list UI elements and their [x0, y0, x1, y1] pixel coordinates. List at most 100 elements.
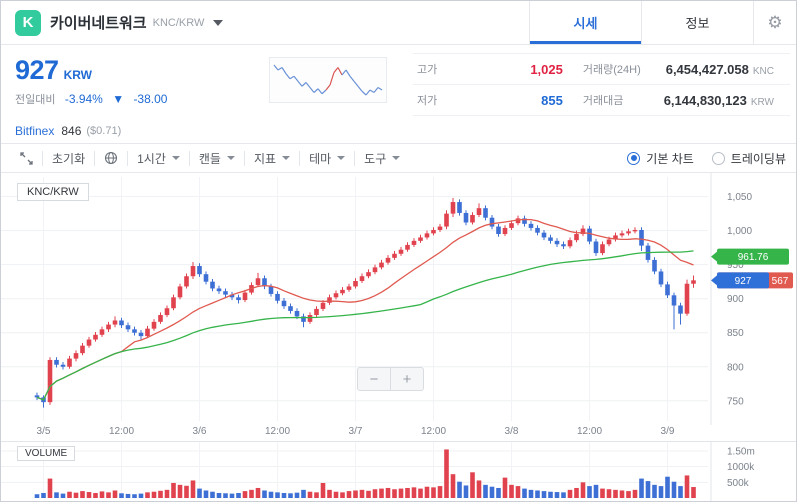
change-percent: -3.94%: [64, 92, 103, 106]
change-amount: -38.00: [133, 92, 168, 106]
reference-price-row: Bitfinex 846 ($0.71): [1, 118, 796, 143]
volume-chart[interactable]: 1.50m 1000k 500k: [1, 442, 797, 501]
reference-price: 846: [61, 123, 82, 138]
radio-selected-icon: [627, 151, 641, 165]
sparkline-svg: [273, 64, 383, 96]
low-value: 855: [541, 92, 563, 108]
radio-basic-chart-label: 기본 차트: [646, 151, 694, 166]
volume-axis-label: 1000k: [727, 462, 755, 473]
interval-dropdown[interactable]: 1시간: [128, 144, 189, 172]
radio-unselected-icon: [711, 151, 725, 165]
amount-value: 6,144,830,123 KRW: [663, 92, 774, 108]
chevron-down-icon: [171, 156, 180, 160]
coin-selector-chevron-down-icon[interactable]: [213, 19, 224, 26]
ma-line-green: [36, 250, 694, 401]
coin-title: 카이버네트워크: [50, 15, 147, 32]
chevron-down-icon: [337, 156, 346, 160]
indicator-dropdown[interactable]: 지표: [245, 144, 299, 172]
radio-tradingview[interactable]: 트레이딩뷰: [711, 150, 786, 167]
candle-type-dropdown-label: 캔들: [198, 151, 221, 166]
settings-gear-icon[interactable]: ⚙: [767, 12, 783, 32]
amount-label: 거래대금: [582, 95, 624, 107]
reference-exchange-link[interactable]: Bitfinex: [15, 123, 55, 138]
theme-dropdown-label: 테마: [309, 151, 332, 166]
price-tag-current: [717, 272, 769, 289]
current-price: 927: [15, 55, 59, 85]
chart-type-radios: 기본 차트 트레이딩뷰: [609, 150, 786, 167]
globe-icon: [104, 151, 118, 165]
timezone-button[interactable]: [95, 144, 127, 172]
toolbar-divider: [94, 150, 96, 166]
kyber-logo-icon: K: [15, 9, 41, 36]
candlestick-chart[interactable]: 1,050 1,000 950 900 850 800 750 567 961.76 927: [1, 173, 797, 425]
interval-dropdown-label: 1시간: [137, 151, 166, 166]
x-axis-label: 3/8: [504, 426, 519, 437]
tab-market-price[interactable]: 시세: [530, 1, 642, 44]
stat-volume: 거래량(24H) 6,454,427.058 KNC: [578, 54, 790, 85]
toolbar-divider: [299, 150, 301, 166]
svg-text:567: 567: [772, 276, 789, 287]
stat-low: 저가 855: [413, 85, 579, 116]
x-axis-label: 3/7: [348, 426, 363, 437]
volume-bars: [34, 449, 696, 498]
change-label: 전일대비: [15, 94, 56, 106]
price-gridlines: [1, 177, 708, 421]
reset-chart-button[interactable]: 초기화: [43, 144, 94, 172]
chevron-down-icon: [282, 156, 291, 160]
high-value: 1,025: [530, 61, 563, 77]
change-arrow-down-icon: ▼: [112, 92, 125, 106]
volume-chart-area: VOLUME 1.50m 1000k 500k: [1, 441, 796, 501]
header-tabs: 시세 정보: [529, 1, 754, 44]
expand-icon: [20, 151, 33, 165]
header: K 카이버네트워크 KNC/KRW 시세 정보 ⚙: [1, 1, 796, 45]
low-label: 저가: [417, 95, 438, 107]
price-block: 927 KRW 전일대비 -3.94% ▼ -38.00: [15, 45, 245, 118]
indicator-dropdown-label: 지표: [253, 151, 277, 166]
y-axis-label: 1,000: [727, 226, 752, 237]
reference-usd-price: ($0.71): [86, 124, 122, 137]
zoom-controls: − +: [357, 367, 424, 391]
tab-market-price-label: 시세: [573, 16, 598, 31]
currency-unit: KRW: [63, 68, 93, 82]
price-tags: 567 961.76 927: [711, 248, 793, 289]
y-axis-label: 1,050: [727, 192, 752, 203]
y-axis-label: 750: [727, 396, 744, 407]
tools-dropdown-label: 도구: [364, 151, 387, 166]
tools-dropdown[interactable]: 도구: [355, 144, 409, 172]
volume-unit: KNC: [752, 65, 774, 77]
toolbar-divider: [243, 150, 245, 166]
theme-dropdown[interactable]: 테마: [300, 144, 354, 172]
radio-basic-chart[interactable]: 기본 차트: [627, 150, 694, 167]
chevron-down-icon: [226, 156, 235, 160]
y-axis-label: 850: [727, 328, 744, 339]
chart-symbol-label: KNC/KRW: [17, 183, 89, 201]
amount-unit: KRW: [750, 96, 774, 108]
tab-info-label: 정보: [685, 16, 710, 31]
coin-pair: KNC/KRW: [152, 16, 205, 29]
stat-amount: 거래대금 6,144,830,123 KRW: [578, 85, 790, 116]
x-axis-label: 3/9: [660, 426, 675, 437]
toolbar-divider: [42, 150, 43, 166]
zoom-in-button[interactable]: +: [390, 367, 424, 391]
candle-type-dropdown[interactable]: 캔들: [190, 144, 244, 172]
x-axis-label: 12:00: [264, 426, 291, 437]
candles: [34, 197, 696, 408]
tab-info[interactable]: 정보: [642, 1, 754, 44]
price-chart-area: KNC/KRW 1,050 1,000 950 900 850 800 750 567 961.…: [1, 173, 796, 425]
x-axis-label: 12:00: [576, 426, 603, 437]
volume-axis-label: 1.50m: [727, 447, 755, 458]
mini-sparkline-chart: [269, 57, 387, 103]
y-axis-label: 900: [727, 294, 744, 305]
y-axis-label: 950: [727, 260, 744, 271]
toolbar-divider: [354, 150, 356, 166]
stat-high: 고가 1,025: [413, 54, 579, 85]
toolbar-divider: [188, 150, 190, 166]
svg-text:961.76: 961.76: [738, 252, 769, 263]
fullscreen-button[interactable]: [11, 144, 42, 172]
price-tag-green: [717, 248, 789, 265]
zoom-out-button[interactable]: −: [357, 367, 391, 391]
chevron-down-icon: [392, 156, 401, 160]
high-label: 고가: [417, 64, 438, 76]
x-axis-label: 12:00: [420, 426, 447, 437]
